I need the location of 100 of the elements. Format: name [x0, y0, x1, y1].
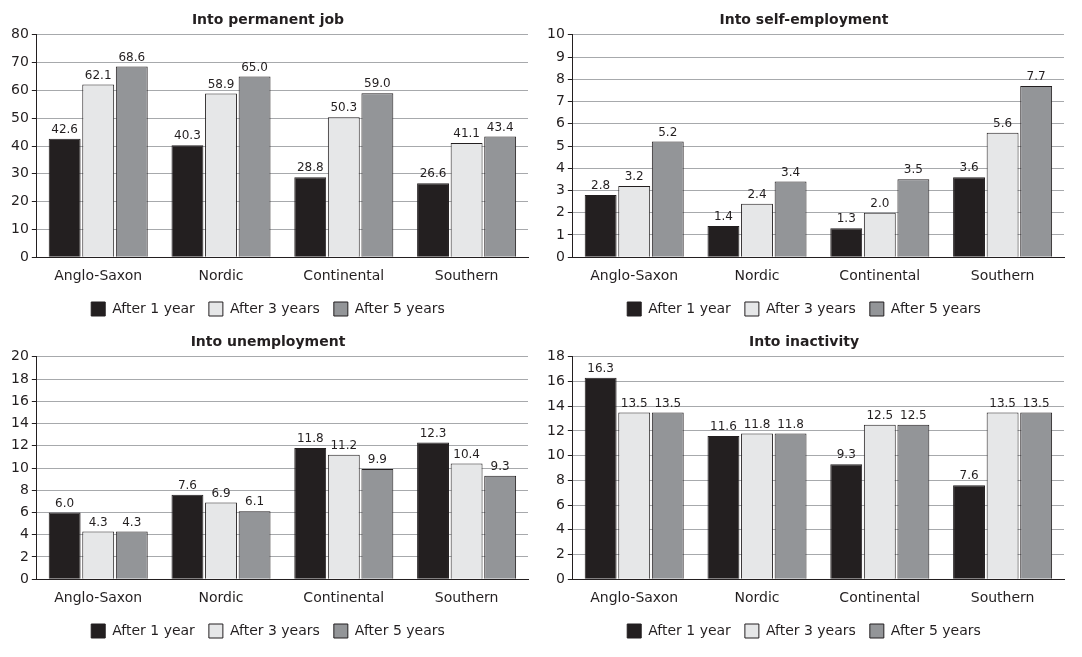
y-tick-label: 40	[10, 136, 29, 153]
legend-label: After 1 year	[112, 621, 196, 638]
data-label: 62.1	[84, 67, 112, 82]
data-label: 9.3	[836, 447, 856, 462]
y-tick-label: 16	[10, 391, 29, 408]
x-tick-label: Anglo-Saxon	[54, 589, 143, 606]
x-tick-label: Continental	[839, 267, 921, 284]
y-tick-label: 10	[546, 446, 565, 463]
y-tick-label: 6	[555, 495, 565, 512]
y-tick-label: 10	[546, 25, 565, 42]
y-tick-label: 70	[10, 53, 29, 70]
legend-label: After 1 year	[648, 299, 732, 316]
data-label: 3.5	[903, 162, 923, 177]
x-tick-label: Anglo-Saxon	[54, 267, 143, 284]
y-tick-label: 4	[19, 525, 29, 542]
y-tick-label: 6	[555, 114, 565, 131]
x-tick-label: Anglo-Saxon	[590, 589, 679, 606]
y-tick-label: 80	[10, 25, 29, 42]
legend-label: After 5 years	[890, 621, 981, 638]
y-tick-label: 8	[555, 69, 565, 86]
y-tick-label: 14	[10, 414, 29, 431]
x-tick-label: Southern	[970, 267, 1035, 284]
y-tick-label: 14	[546, 396, 565, 413]
data-label: 9.3	[490, 458, 510, 473]
legend-label: After 1 year	[648, 621, 732, 638]
data-label: 11.8	[296, 431, 324, 446]
y-tick-label: 7	[555, 92, 565, 109]
data-label: 65.0	[241, 59, 268, 74]
data-label: 5.2	[658, 124, 678, 139]
data-label: 7.7	[1026, 69, 1046, 84]
y-tick-label: 2	[19, 547, 29, 564]
legend-label: After 5 years	[890, 299, 981, 316]
legend-label: After 3 years	[229, 299, 320, 316]
data-label: 16.3	[587, 360, 615, 375]
data-label: 11.8	[743, 416, 771, 431]
y-tick-label: 3	[555, 181, 565, 198]
chart-title: Into permanent job	[191, 11, 345, 28]
chart-title: Into inactivity	[748, 333, 860, 350]
x-tick-label: Continental	[303, 589, 385, 606]
y-tick-label: 12	[546, 421, 565, 438]
data-label: 3.2	[624, 169, 644, 184]
y-tick-label: 18	[546, 347, 565, 364]
data-label: 2.4	[747, 186, 767, 201]
y-tick-label: 10	[10, 458, 29, 475]
data-label: 59.0	[364, 76, 391, 91]
data-label: 13.5	[654, 395, 682, 410]
data-label: 7.6	[177, 477, 197, 492]
legend-label: After 5 years	[354, 299, 445, 316]
y-tick-label: 1	[555, 225, 565, 242]
x-tick-label: Nordic	[198, 267, 244, 284]
y-tick-label: 8	[19, 480, 29, 497]
y-tick-label: 20	[10, 192, 29, 209]
data-label: 41.1	[453, 126, 480, 141]
data-label: 11.8	[777, 416, 804, 431]
data-label: 12.5	[866, 407, 894, 422]
legend-label: After 5 years	[354, 621, 445, 638]
data-label: 12.5	[900, 407, 927, 422]
data-label: 13.5	[1022, 395, 1050, 410]
chart-title: Into unemployment	[190, 333, 346, 350]
y-tick-label: 16	[546, 372, 565, 389]
y-tick-label: 4	[555, 158, 565, 175]
x-tick-label: Nordic	[734, 267, 780, 284]
x-tick-label: Anglo-Saxon	[590, 267, 679, 284]
data-label: 42.6	[51, 121, 79, 136]
y-tick-label: 30	[10, 164, 29, 181]
legend-label: After 3 years	[765, 299, 856, 316]
data-label: 1.3	[836, 211, 856, 226]
x-tick-label: Southern	[434, 589, 499, 606]
data-label: 3.6	[959, 160, 979, 175]
x-tick-label: Southern	[970, 589, 1035, 606]
y-tick-label: 50	[10, 108, 29, 125]
y-tick-label: 20	[10, 347, 29, 364]
y-tick-label: 60	[10, 81, 29, 98]
data-label: 2.8	[591, 178, 611, 193]
data-label: 3.4	[781, 164, 801, 179]
legend-label: After 3 years	[229, 621, 320, 638]
x-tick-label: Continental	[839, 589, 921, 606]
data-label: 4.3	[88, 514, 108, 529]
data-label: 10.4	[453, 446, 480, 461]
x-tick-label: Southern	[434, 267, 499, 284]
x-tick-label: Nordic	[198, 589, 244, 606]
data-label: 13.5	[989, 395, 1016, 410]
y-tick-label: 0	[19, 569, 29, 586]
y-tick-label: 4	[555, 520, 565, 537]
data-label: 12.3	[419, 425, 447, 440]
data-label: 7.6	[959, 468, 979, 483]
data-label: 13.5	[620, 395, 648, 410]
y-tick-label: 9	[555, 47, 565, 64]
data-label: 11.6	[710, 419, 737, 433]
data-label: 28.8	[296, 160, 324, 175]
data-label: 1.4	[713, 209, 733, 224]
data-label: 2.0	[870, 195, 890, 210]
y-tick-label: 0	[555, 247, 565, 264]
data-label: 6.1	[245, 494, 265, 509]
y-tick-label: 10	[10, 220, 29, 237]
y-tick-label: 6	[19, 503, 29, 520]
legend-label: After 3 years	[765, 621, 856, 638]
y-tick-label: 18	[10, 369, 29, 386]
data-label: 43.4	[486, 119, 514, 134]
data-label: 9.9	[367, 452, 387, 467]
